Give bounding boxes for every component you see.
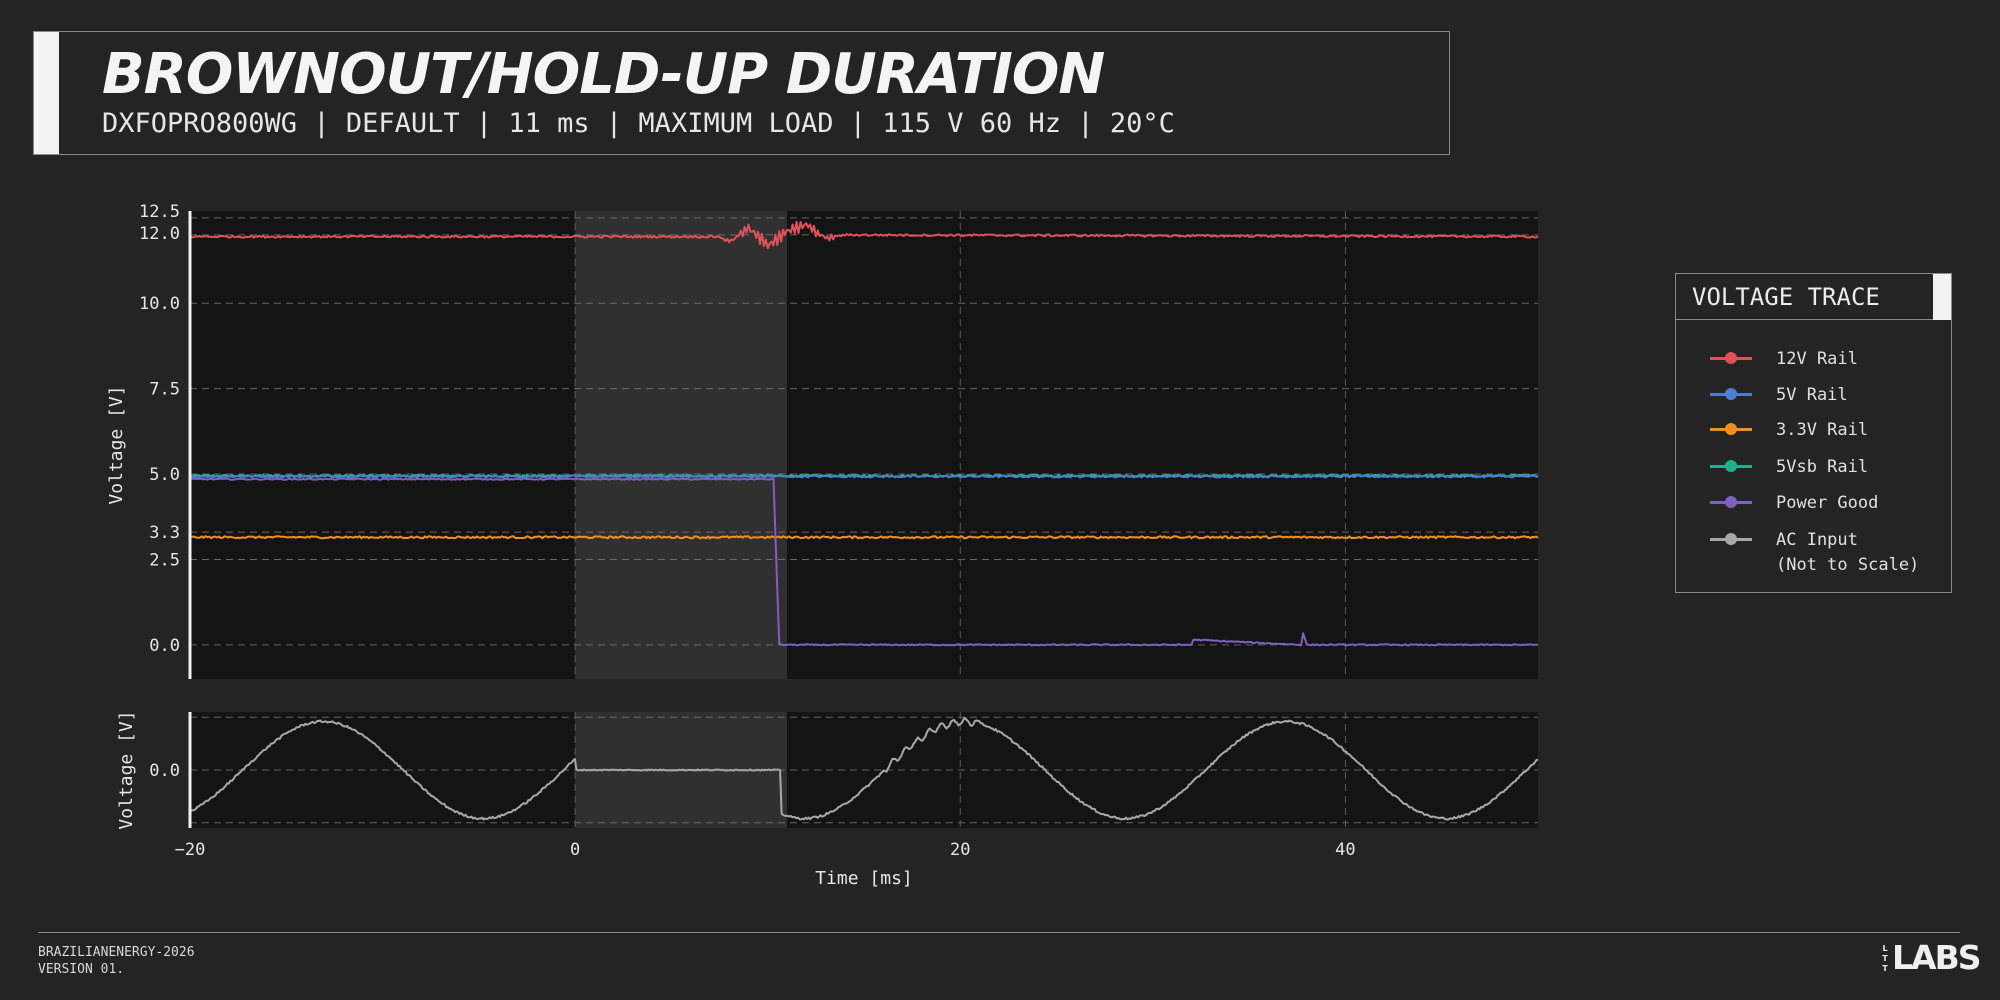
legend-label: 12V Rail	[1776, 349, 1858, 369]
x-tick-label: 40	[1335, 840, 1355, 860]
legend-item-12v: 12V Rail	[1710, 347, 1945, 373]
footer-version-info: BRAZILIANENERGY-2026 VERSION 01.	[38, 944, 195, 978]
legend-dot-5v	[1725, 388, 1737, 400]
x-tick-label: 20	[950, 840, 970, 860]
logo-big-text: LABS	[1892, 938, 1981, 977]
legend-dot-ac-input	[1725, 533, 1737, 545]
y-tick-label: 12.0	[139, 224, 180, 244]
legend-item-5vsb: 5Vsb Rail	[1710, 455, 1945, 481]
y-tick-label: 0.0	[149, 636, 180, 656]
x-axis-title: Time [ms]	[815, 868, 913, 889]
hold-up-shaded-region	[575, 211, 787, 679]
footer-divider	[38, 932, 1960, 933]
top-y-axis-title: Voltage [V]	[106, 385, 127, 504]
legend-title: VOLTAGE TRACE	[1692, 283, 1880, 311]
series-line-power-good	[189, 477, 1539, 647]
footer-line-2: VERSION 01.	[38, 962, 125, 977]
legend-label: 3.3V Rail	[1776, 420, 1869, 440]
legend-item-3v3: 3.3V Rail	[1710, 418, 1945, 444]
y-tick-label: 3.3	[149, 523, 180, 543]
y-tick-label: 12.5	[139, 202, 180, 222]
legend-label: Power Good	[1776, 493, 1879, 513]
legend-dot-5vsb	[1725, 460, 1737, 472]
series-line-3-3v-rail	[189, 535, 1539, 540]
legend-label: 5V Rail	[1776, 385, 1848, 405]
legend: VOLTAGE TRACE 12V Rail 5V Rail 3.3V Rail…	[1675, 273, 1952, 593]
series-line-5v-rail	[189, 474, 1539, 479]
y-tick-label: 10.0	[139, 294, 180, 314]
page-title: BROWNOUT/HOLD-UP DURATION	[102, 42, 1105, 107]
legend-item-ac-input: AC Input (Not to Scale)	[1710, 528, 1945, 580]
page-subtitle: DXFOPRO800WG | DEFAULT | 11 ms | MAXIMUM…	[102, 108, 1175, 139]
series-line-ac-input	[189, 716, 1539, 821]
legend-header: VOLTAGE TRACE	[1676, 274, 1951, 320]
header-box: BROWNOUT/HOLD-UP DURATION DXFOPRO800WG |…	[33, 31, 1450, 155]
y-tick-label: 2.5	[149, 550, 180, 570]
y-tick-label: 0.0	[149, 761, 180, 781]
bottom-y-axis-title: Voltage [V]	[116, 710, 137, 829]
legend-label: AC Input (Not to Scale)	[1776, 530, 1920, 575]
legend-dot-12v	[1725, 352, 1737, 364]
x-tick-label: −20	[175, 840, 206, 860]
y-tick-label: 7.5	[149, 380, 180, 400]
legend-dot-3v3	[1725, 423, 1737, 435]
top-plot-background	[190, 211, 1538, 679]
header-accent-bar	[34, 32, 59, 154]
legend-item-5v: 5V Rail	[1710, 383, 1945, 409]
legend-dot-power-good	[1725, 496, 1737, 508]
legend-accent-bar	[1933, 274, 1951, 320]
legend-label: 5Vsb Rail	[1776, 457, 1869, 477]
x-tick-label: 0	[570, 840, 580, 860]
series-line-12v-rail	[189, 220, 1539, 250]
legend-item-power-good: Power Good	[1710, 491, 1945, 517]
y-tick-label: 5.0	[149, 465, 180, 485]
footer-line-1: BRAZILIANENERGY-2026	[38, 945, 195, 960]
